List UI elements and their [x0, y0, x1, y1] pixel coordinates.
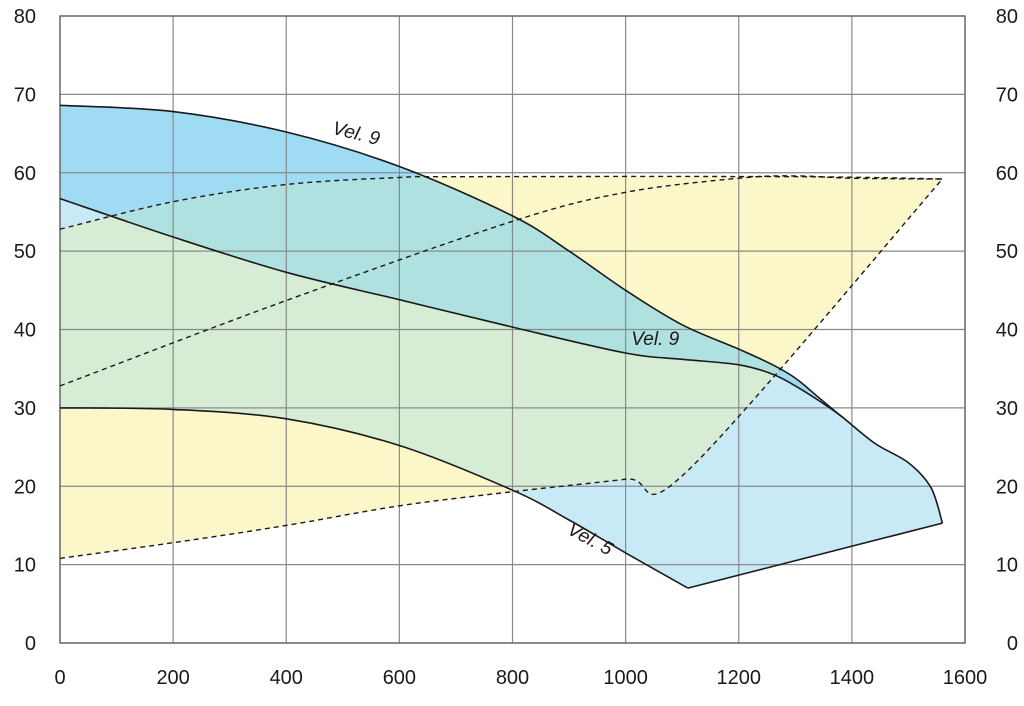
y-tick-label-left: 40: [14, 320, 36, 342]
series-limit-middle: [59, 175, 943, 387]
y-tick-label-right: 70: [996, 84, 1018, 106]
y-tick-label-right: 60: [996, 163, 1018, 185]
y-tick-label-right: 10: [996, 555, 1018, 577]
series-vel-5-max-flow-line: [687, 522, 943, 589]
grid-lines: [59, 15, 966, 644]
y-tick-label-left: 10: [14, 555, 36, 577]
y-tick-label-right: 80: [996, 6, 1018, 28]
y-tick-labels-right: 0 10 20 30 40 50 60 70 80: [996, 6, 1018, 655]
y-tick-label-left: 30: [14, 398, 36, 420]
series-limit-lower: [59, 178, 943, 560]
x-tick-label: 1600: [943, 667, 988, 689]
curve-label: Vel. 9: [631, 329, 679, 350]
x-tick-label: 200: [156, 667, 189, 689]
y-tick-label-right: 40: [996, 320, 1018, 342]
y-tick-label-left: 70: [14, 84, 36, 106]
y-tick-label-left: 60: [14, 163, 36, 185]
series-vel-9-lower: [59, 197, 944, 524]
curves: [59, 104, 944, 589]
y-tick-label-left: 0: [25, 633, 36, 655]
x-tick-label: 1000: [603, 667, 648, 689]
x-tick-label: 1400: [830, 667, 875, 689]
y-tick-label-left: 80: [14, 6, 36, 28]
y-tick-label-right: 0: [1007, 633, 1018, 655]
series-vel-5: [59, 407, 689, 589]
y-tick-label-right: 50: [996, 241, 1018, 263]
x-tick-label: 400: [270, 667, 303, 689]
y-tick-label-right: 20: [996, 476, 1018, 498]
series-vel-9-upper: [59, 104, 842, 417]
fill-regions: [60, 105, 943, 589]
x-tick-label: 1200: [717, 667, 762, 689]
plot-frame: [59, 15, 966, 644]
x-tick-labels: 0 200 400 600 800 1000 1200 1400 1600: [54, 667, 987, 689]
x-tick-label: 600: [383, 667, 416, 689]
y-tick-label-right: 30: [996, 398, 1018, 420]
x-tick-label: 800: [496, 667, 529, 689]
y-tick-labels-left: 0 10 20 30 40 50 60 70 80: [14, 6, 36, 655]
y-tick-label-left: 50: [14, 241, 36, 263]
series-limit-upper: [59, 175, 943, 230]
y-tick-label-left: 20: [14, 476, 36, 498]
x-tick-label: 0: [54, 667, 65, 689]
